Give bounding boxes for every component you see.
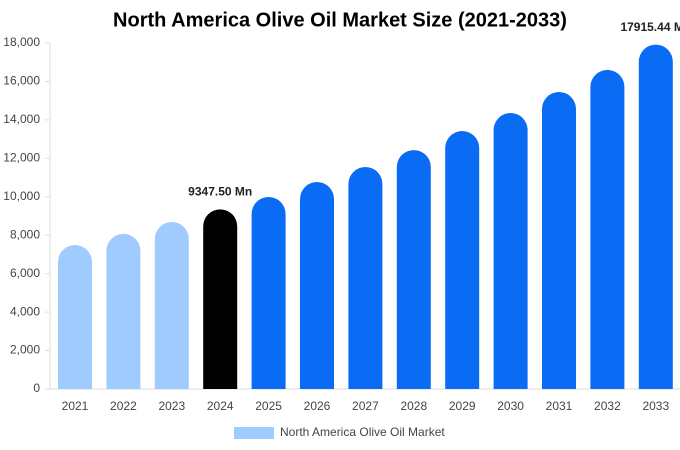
bar	[251, 196, 286, 389]
y-tick-label: 18,000	[3, 35, 40, 49]
y-tick-label: 12,000	[3, 151, 40, 165]
legend-swatch	[234, 427, 274, 439]
x-tick-label: 2025	[255, 399, 282, 413]
bar	[58, 245, 92, 389]
data-label: 9347.50 Mn	[188, 184, 252, 198]
bar	[203, 209, 238, 389]
bar	[300, 181, 334, 389]
x-tick-label: 2022	[110, 399, 137, 413]
bar	[638, 44, 673, 390]
bar	[396, 150, 431, 389]
x-tick-label: 2021	[62, 399, 89, 413]
x-tick-label: 2027	[352, 399, 379, 413]
legend-label: North America Olive Oil Market	[280, 425, 445, 439]
bar	[590, 69, 625, 390]
bar	[154, 221, 189, 389]
x-tick-label: 2032	[594, 399, 621, 413]
x-tick-label: 2030	[497, 399, 524, 413]
data-label: 17915.44 Mn	[620, 20, 680, 34]
y-tick-label: 0	[33, 381, 40, 395]
x-tick-label: 2028	[400, 399, 427, 413]
chart-title: North America Olive Oil Market Size (202…	[113, 9, 567, 31]
y-tick-label: 2,000	[10, 343, 40, 357]
bar	[493, 112, 528, 389]
y-tick-label: 16,000	[3, 74, 40, 88]
x-tick-label: 2023	[158, 399, 185, 413]
y-tick-label: 14,000	[3, 112, 40, 126]
x-tick-label: 2033	[642, 399, 669, 413]
x-tick-label: 2029	[449, 399, 476, 413]
y-tick-label: 10,000	[3, 189, 40, 203]
bar	[348, 166, 383, 389]
x-tick-label: 2031	[546, 399, 573, 413]
bar	[106, 233, 141, 389]
x-tick-label: 2026	[304, 399, 331, 413]
bar	[542, 92, 576, 390]
y-tick-label: 6,000	[10, 266, 40, 280]
y-tick-label: 4,000	[10, 304, 40, 318]
y-tick-label: 8,000	[10, 227, 40, 241]
bar	[445, 131, 480, 389]
x-tick-label: 2024	[207, 399, 234, 413]
